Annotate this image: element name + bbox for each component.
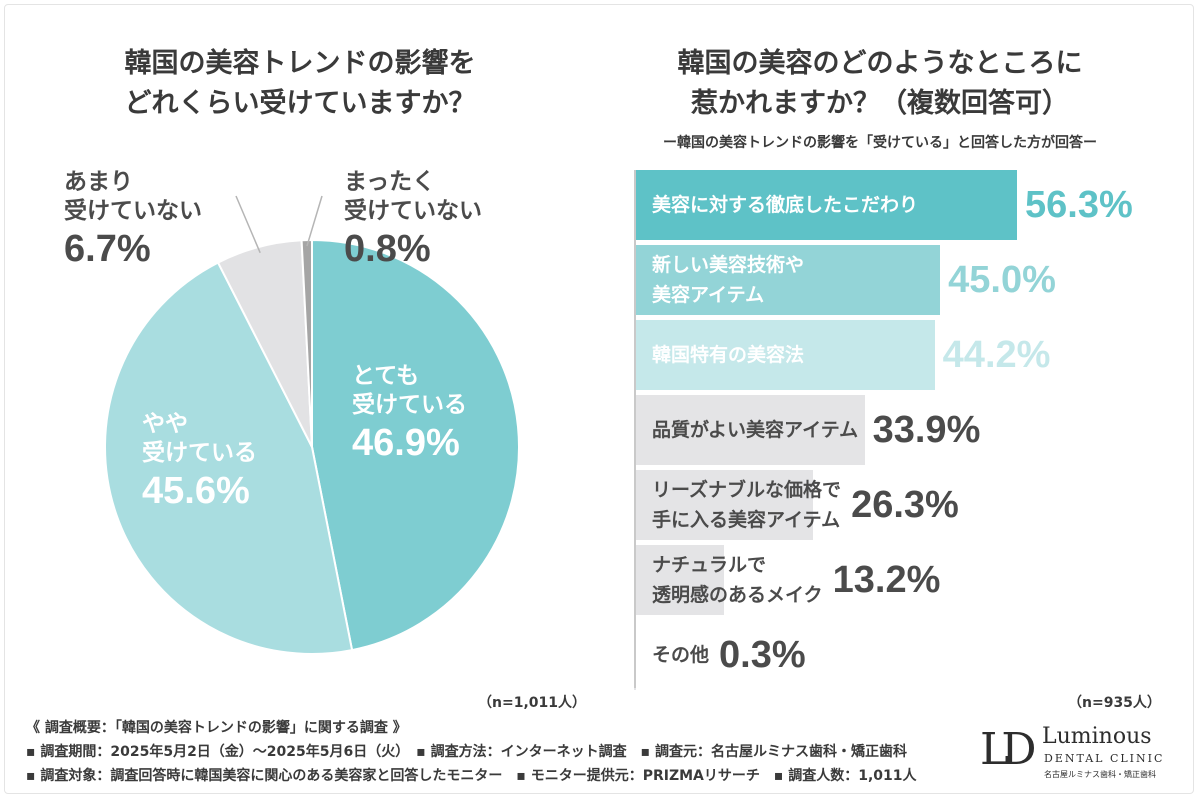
bar-label-2-line-1: 新しい美容技術や xyxy=(652,254,805,276)
bar-label-4-line-1: 品質がよい美容アイテム xyxy=(652,419,859,441)
bar-3 xyxy=(634,320,935,390)
bar-2 xyxy=(634,245,941,315)
bar-label-5-line-2: 手に入る美容アイテム xyxy=(652,509,841,531)
pie-title-line-1: 韓国の美容トレンドの影響を xyxy=(124,48,476,79)
bar-title-line-2: 惹かれますか？（複数回答可） xyxy=(691,88,1069,119)
survey-overview-period: ▪ 調査期間：2025年5月2日（金）〜2025年5月6日（火） ▪ 調査方法：… xyxy=(26,744,907,760)
bar-label-6: ナチュラルで透明感のあるメイク xyxy=(652,545,823,615)
bar-value-6: 13.2% xyxy=(832,558,941,601)
logo-subtitle: DENTAL CLINIC xyxy=(1044,752,1165,765)
survey-overview-target: ▪ 調査対象：調査回答時に韓国美容に関心のある美容家と回答したモニター ▪ モニ… xyxy=(26,768,917,784)
pie-label-2-line-2: 受けている xyxy=(142,439,257,466)
card-frame xyxy=(4,4,1194,794)
pie-label-4-line-1: まったく xyxy=(344,169,436,195)
pie-value-2: 45.6% xyxy=(142,469,250,512)
bar-label-4: 品質がよい美容アイテム xyxy=(652,395,858,465)
bar-1 xyxy=(634,170,1017,240)
bar-label-6-line-1: ナチュラルで xyxy=(652,554,767,576)
bar-label-1-line-1: 美容に対する徹底したこだわり xyxy=(652,194,919,216)
bar-value-3: 44.2% xyxy=(942,333,1051,376)
pie-chart xyxy=(104,195,520,655)
bar-value-7: 0.3% xyxy=(719,633,806,676)
bar-title-line-1: 韓国の美容のどのようなところに xyxy=(677,48,1083,79)
bar-6 xyxy=(634,545,724,615)
bar-label-2: 新しい美容技術や 美容アイテム xyxy=(652,245,804,315)
bar-label-7: その他 xyxy=(652,620,709,690)
pie-value-3: 6.7% xyxy=(64,227,151,270)
bar-label-6-line-2: 透明感のあるメイク xyxy=(652,584,823,606)
bar-label-5: リーズナブルな価格で 手に入る美容アイテム xyxy=(652,470,841,540)
bar-label-7-line-1: その他 xyxy=(652,644,710,666)
pie-title: 韓国の美容トレンドの影響を どれくらい受けていますか？ xyxy=(40,44,560,124)
logo-japanese-name: 名古屋ルミナス歯科・矯正歯科 xyxy=(1044,770,1156,779)
leader-line-slightly-not xyxy=(235,195,261,254)
logo-mark: LD xyxy=(980,724,1036,775)
bar-label-3: 韓国特有の美容法 xyxy=(652,320,804,390)
bar-value-5: 26.3% xyxy=(851,483,959,526)
bar-sample-size: （n=935人） xyxy=(1068,695,1161,711)
pie-label-3-line-1: あまり xyxy=(64,169,133,195)
leader-line-not-at-all xyxy=(306,195,323,247)
pie-label-1-line-1: とても xyxy=(352,363,420,389)
bar-axis-line xyxy=(634,170,636,688)
clinic-logo: LD Luminous DENTAL CLINIC 名古屋ルミナス歯科・矯正歯科 xyxy=(980,722,1170,786)
bar-4 xyxy=(634,395,865,465)
pie-sample-size: （n=1,011人） xyxy=(478,695,586,711)
survey-overview-title: 《 調査概要：「韓国の美容トレンドの影響」に関する調査 》 xyxy=(26,720,407,736)
bar-label-5-line-1: リーズナブルな価格で xyxy=(652,479,842,501)
bar-value-4: 33.9% xyxy=(872,408,981,451)
survey-overview: 《 調査概要：「韓国の美容トレンドの影響」に関する調査 》 ▪ 調査期間：202… xyxy=(26,716,917,788)
pie-value-4: 0.8% xyxy=(344,227,431,270)
pie-slice-4 xyxy=(300,238,313,448)
pie-label-1-line-2: 受けている xyxy=(352,391,467,418)
pie-value-1: 46.9% xyxy=(352,421,460,464)
pie-label-2-line-1: やや xyxy=(142,411,188,437)
pie-label-4-line-2: 受けていない xyxy=(344,197,482,224)
pie-label-4: まったく 受けていない 0.8% xyxy=(344,168,482,273)
pie-label-2: やや 受けている 45.6% xyxy=(142,410,257,515)
bar-label-1: 美容に対する徹底したこだわり xyxy=(652,170,918,240)
bar-5 xyxy=(634,470,813,540)
bar-value-2: 45.0% xyxy=(948,258,1056,301)
bar-value-1: 56.3% xyxy=(1025,183,1133,226)
bar-title: 韓国の美容のどのようなところに 惹かれますか？（複数回答可） xyxy=(620,44,1140,124)
pie-label-3: あまり 受けていない 6.7% xyxy=(64,168,202,273)
pie-title-line-2: どれくらい受けていますか？ xyxy=(124,88,476,119)
pie-label-3-line-2: 受けていない xyxy=(64,197,202,224)
bar-label-2-line-2: 美容アイテム xyxy=(652,284,765,306)
pie-label-1: とても 受けている 46.9% xyxy=(352,362,467,467)
bar-label-3-line-1: 韓国特有の美容法 xyxy=(652,344,805,366)
logo-name: Luminous xyxy=(1042,724,1152,749)
pie-slice-2 xyxy=(104,261,354,655)
bar-subtitle: ー韓国の美容トレンドの影響を「受けている」と回答した方が回答ー xyxy=(663,135,1097,151)
pie-slice-1 xyxy=(311,238,520,652)
